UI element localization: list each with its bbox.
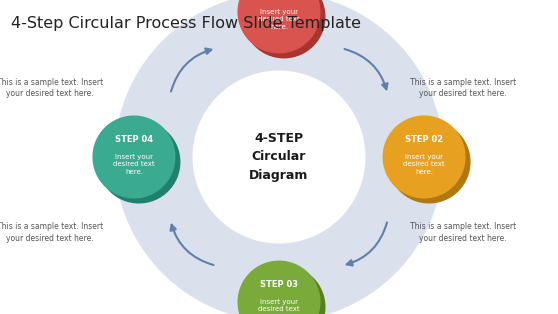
Text: 4-Step Circular Process Flow Slide Template: 4-Step Circular Process Flow Slide Templ… (11, 16, 361, 31)
FancyArrowPatch shape (344, 49, 387, 89)
Text: This is a sample text. Insert
your desired text here.: This is a sample text. Insert your desir… (0, 78, 103, 98)
FancyArrowPatch shape (171, 48, 211, 92)
Text: STEP 02: STEP 02 (405, 135, 443, 144)
Text: This is a sample text. Insert
your desired text here.: This is a sample text. Insert your desir… (410, 222, 516, 243)
Circle shape (93, 116, 175, 198)
FancyArrowPatch shape (347, 222, 387, 266)
Wedge shape (279, 157, 444, 314)
Text: STEP 03: STEP 03 (260, 280, 298, 290)
Text: Insert your
desired text
here.: Insert your desired text here. (403, 154, 445, 175)
Text: Insert your
desired text
here.: Insert your desired text here. (113, 154, 155, 175)
Circle shape (243, 0, 325, 58)
Text: STEP 04: STEP 04 (115, 135, 153, 144)
Text: Insert your
desired text
here.: Insert your desired text here. (258, 299, 300, 314)
Circle shape (238, 261, 320, 314)
Wedge shape (114, 157, 279, 314)
Text: This is a sample text. Insert
your desired text here.: This is a sample text. Insert your desir… (410, 78, 516, 98)
Wedge shape (279, 0, 444, 157)
FancyArrowPatch shape (171, 225, 214, 265)
Circle shape (383, 116, 465, 198)
Text: This is a sample text. Insert
your desired text here.: This is a sample text. Insert your desir… (0, 222, 103, 243)
Text: 4-STEP
Circular
Diagram: 4-STEP Circular Diagram (249, 132, 309, 182)
Wedge shape (114, 0, 279, 157)
Circle shape (238, 0, 320, 53)
Circle shape (98, 121, 180, 203)
Text: Insert your
desired text
here.: Insert your desired text here. (258, 8, 300, 30)
Circle shape (243, 266, 325, 314)
Circle shape (388, 121, 470, 203)
